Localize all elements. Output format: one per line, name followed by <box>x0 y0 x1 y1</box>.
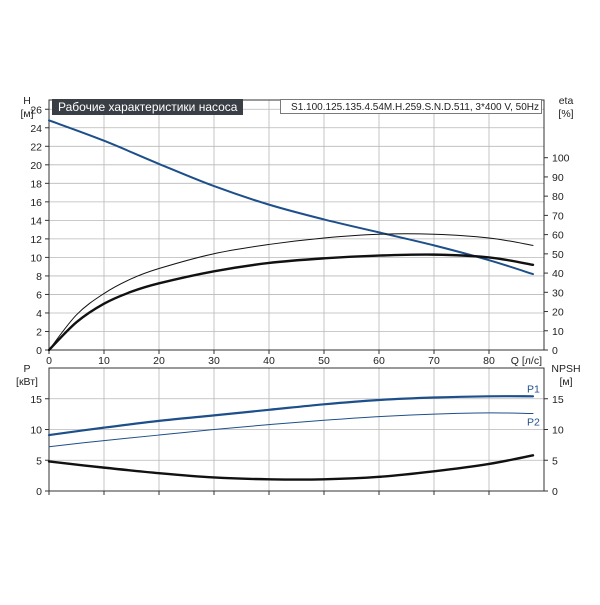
power-npsh-y-axis-left-label: P <box>23 363 30 375</box>
head-efficiency-ytick-left-label: 2 <box>36 326 42 338</box>
power-npsh-series-2-line <box>47 454 535 481</box>
head-efficiency-ytick-left-label: 24 <box>30 123 42 135</box>
head-efficiency-ytick-left-label: 16 <box>30 197 42 209</box>
head-efficiency-y-axis-left-label: H <box>23 95 31 107</box>
head-efficiency-xtick-label: 30 <box>208 355 220 367</box>
power-npsh-ytick-right-label: 0 <box>552 486 558 498</box>
head-efficiency-ytick-right-label: 80 <box>552 191 564 203</box>
head-efficiency-y-axis-right-unit: [%] <box>558 108 573 120</box>
head-efficiency-ytick-left-label: 18 <box>30 178 42 190</box>
head-efficiency-plot-area <box>49 100 544 350</box>
head-efficiency-series-2-line <box>48 233 534 351</box>
head-efficiency-ytick-left-label: 10 <box>30 252 42 264</box>
head-efficiency-ytick-left-label: 20 <box>30 160 42 172</box>
power-npsh-series-p1-line <box>47 395 535 437</box>
head-efficiency-ytick-left-label: 22 <box>30 141 42 153</box>
head-efficiency-ytick-right-label: 30 <box>552 287 564 299</box>
head-efficiency-ytick-left-label: 14 <box>30 215 42 227</box>
head-efficiency-xtick-label: 40 <box>263 355 275 367</box>
head-efficiency-xtick-label: 70 <box>428 355 440 367</box>
power-npsh-y-axis-left-unit: [кВт] <box>16 376 38 388</box>
power-npsh-ytick-left-label: 0 <box>36 486 42 498</box>
head-efficiency-ytick-left-label: 4 <box>36 308 42 320</box>
power-npsh-series-label-p2: P2 <box>527 417 540 429</box>
power-npsh-ytick-right-label: 5 <box>552 455 558 467</box>
head-efficiency-xtick-label: 50 <box>318 355 330 367</box>
power-npsh-y-axis-right-label: NPSH <box>551 363 580 375</box>
head-efficiency-ytick-right-label: 20 <box>552 307 564 319</box>
head-efficiency-series-1-line <box>47 253 535 352</box>
head-efficiency-xtick-label: 20 <box>153 355 165 367</box>
head-efficiency-ytick-right-label: 60 <box>552 230 564 242</box>
head-efficiency-y-axis-left-unit: [м] <box>20 108 33 120</box>
power-npsh-series-label-p1: P1 <box>527 383 540 395</box>
head-efficiency-ytick-right-label: 70 <box>552 210 564 222</box>
head-efficiency-xtick-label: 60 <box>373 355 385 367</box>
pump-model-label: S1.100.125.135.4.54M.H.259.S.N.D.511, 3*… <box>280 99 542 114</box>
head-efficiency-x-axis-label: Q [л/с] <box>511 355 542 367</box>
head-efficiency-ytick-left-label: 26 <box>30 104 42 116</box>
head-efficiency-ytick-right-label: 40 <box>552 268 564 280</box>
head-efficiency-ytick-left-label: 0 <box>36 345 42 357</box>
head-efficiency-ytick-right-label: 90 <box>552 172 564 184</box>
power-npsh-ytick-right-label: 15 <box>552 394 564 406</box>
power-npsh-series-p2-line <box>48 412 534 448</box>
head-efficiency-ytick-right-label: 0 <box>552 345 558 357</box>
head-efficiency-ytick-right-label: 50 <box>552 249 564 261</box>
head-efficiency-ytick-right-label: 100 <box>552 153 570 165</box>
power-npsh-ytick-left-label: 5 <box>36 455 42 467</box>
head-efficiency-ytick-right-label: 10 <box>552 326 564 338</box>
head-efficiency-ytick-left-label: 6 <box>36 289 42 301</box>
head-efficiency-y-axis-right-label: eta <box>559 95 574 107</box>
head-efficiency-ytick-left-label: 12 <box>30 234 42 246</box>
head-efficiency-xtick-label: 10 <box>98 355 110 367</box>
chart-title: Рабочие характеристики насоса <box>52 99 244 115</box>
power-npsh-ytick-right-label: 10 <box>552 425 564 437</box>
head-efficiency-series-0-line <box>48 119 534 276</box>
head-efficiency-xtick-label: 80 <box>483 355 495 367</box>
power-npsh-ytick-left-label: 15 <box>30 394 42 406</box>
head-efficiency-xtick-label: 0 <box>46 355 52 367</box>
power-npsh-y-axis-right-unit: [м] <box>559 376 572 388</box>
head-efficiency-ytick-left-label: 8 <box>36 271 42 283</box>
power-npsh-ytick-left-label: 10 <box>30 425 42 437</box>
